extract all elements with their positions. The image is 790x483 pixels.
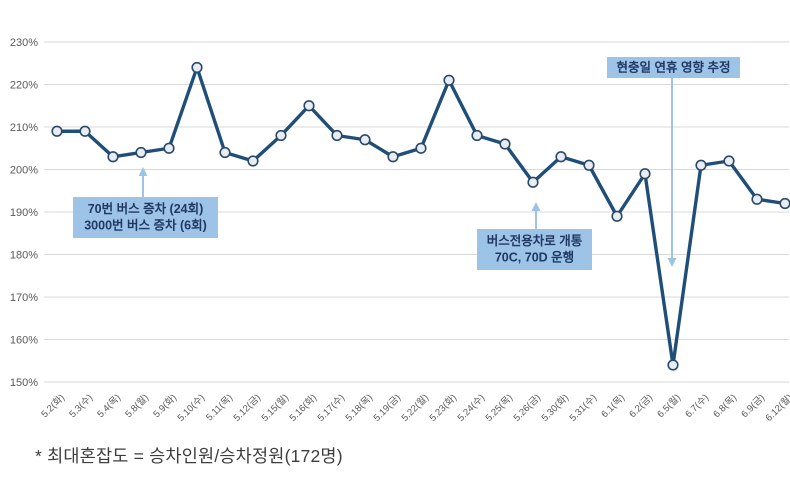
data-point xyxy=(79,125,91,137)
data-point xyxy=(219,146,231,159)
annotation-text: 70C, 70D 운행 xyxy=(495,250,574,265)
y-axis-tick-label: 180% xyxy=(10,250,38,262)
x-axis-label: 5.19(금) xyxy=(372,392,404,424)
data-point xyxy=(191,61,203,74)
y-axis-tick-label: 230% xyxy=(10,37,38,49)
x-axis-label: 5.26(금) xyxy=(512,392,544,424)
data-point xyxy=(443,74,455,86)
x-axis-label: 5.3(수) xyxy=(67,392,95,420)
x-axis-labels: 5.2(화) 5.3(수) 5.4(목) 5.8(월) 5.9(화)5.10(수)5.1… xyxy=(39,392,790,424)
data-point xyxy=(555,151,567,163)
max-congestion-line-chart: 150% 160% 170% 180% 190% 200% 210% 220% 230% 5.2(… xyxy=(10,37,790,424)
x-axis-label: 5.31(수) xyxy=(568,392,600,424)
x-axis-label: 5.15(월) xyxy=(259,392,291,424)
data-point xyxy=(611,210,623,222)
x-axis-label: 5.23(화) xyxy=(428,392,460,424)
x-axis-label: 5.18(목) xyxy=(344,392,376,424)
data-point xyxy=(107,151,119,163)
x-axis-label: 6.12(월) xyxy=(763,392,790,424)
annotation-text: 현충일 연휴 영향 추정 xyxy=(617,59,731,74)
x-axis-label: 5.30(화) xyxy=(540,392,572,424)
data-point xyxy=(499,138,511,150)
y-axis-labels: 150% 160% 170% 180% 190% 200% 210% 220% 230% xyxy=(10,37,38,389)
data-point xyxy=(135,146,147,159)
y-axis-tick-label: 220% xyxy=(10,80,38,92)
annotation-text: 70번 버스 증차 (24회) xyxy=(88,201,204,216)
data-point xyxy=(275,129,287,142)
data-point xyxy=(639,168,651,180)
y-axis-tick-label: 170% xyxy=(10,292,38,304)
x-axis-label: 5.16(화) xyxy=(288,392,320,424)
y-axis-tick-label: 160% xyxy=(10,335,38,347)
annotation-text: 버스전용차로 개통 xyxy=(487,233,583,248)
data-point xyxy=(527,176,539,188)
y-axis-tick-label: 210% xyxy=(10,122,38,134)
x-axis-label: 5.4(목) xyxy=(95,392,123,420)
x-axis-label: 5.10(수) xyxy=(176,392,208,424)
annotation-bus-lane-opening: 버스전용차로 개통 70C, 70D 운행 xyxy=(477,202,592,270)
x-axis-label: 5.22(월) xyxy=(399,392,431,424)
footnote: * 최대혼잡도 = 승차인원/승차정원(172명) xyxy=(35,446,343,466)
data-point xyxy=(415,142,427,154)
data-points xyxy=(51,61,790,371)
annotation-box xyxy=(607,57,740,78)
annotation-holiday-effect: 현충일 연휴 영향 추정 xyxy=(607,57,740,267)
annotation-box xyxy=(73,197,218,238)
data-point xyxy=(583,159,595,171)
data-point xyxy=(779,197,790,210)
data-point xyxy=(471,129,483,142)
annotation-arrow-head xyxy=(667,258,677,267)
annotation-bus-increase: 70번 버스 증차 (24회) 3000번 버스 증차 (6회) xyxy=(73,167,218,238)
data-point xyxy=(51,125,63,137)
annotation-arrow-head xyxy=(138,167,148,176)
x-axis-label: 5.11(목) xyxy=(204,392,235,423)
x-axis-label: 6.1(목) xyxy=(599,392,627,420)
x-axis-label: 6.2(금) xyxy=(627,392,655,420)
x-axis-label: 6.8(목) xyxy=(711,392,739,420)
data-point xyxy=(387,151,399,163)
data-point xyxy=(331,129,343,142)
y-axis-tick-label: 200% xyxy=(10,165,38,177)
data-point xyxy=(751,193,763,205)
x-axis-label: 5.8(월) xyxy=(123,392,151,420)
x-axis-label: 5.17(수) xyxy=(316,392,348,424)
annotation-text: 3000번 버스 증차 (6회) xyxy=(84,218,207,233)
data-point xyxy=(163,142,175,154)
x-axis-label: 5.25(목) xyxy=(484,392,516,424)
annotation-box xyxy=(477,229,592,270)
x-axis-label: 5.24(수) xyxy=(456,392,488,424)
annotation-arrow-head xyxy=(531,202,541,211)
data-point xyxy=(667,359,679,371)
data-point xyxy=(359,134,371,146)
x-axis-label: 5.12(금) xyxy=(232,392,264,424)
y-axis-tick-label: 150% xyxy=(10,377,38,389)
data-point xyxy=(303,100,315,112)
x-axis-label: 5.2(화) xyxy=(39,392,67,420)
data-point xyxy=(695,159,707,171)
x-axis-label: 6.5(월) xyxy=(655,392,683,420)
y-axis-tick-label: 190% xyxy=(10,207,38,219)
data-point xyxy=(723,155,735,167)
x-axis-label: 6.7(수) xyxy=(683,392,711,420)
data-point xyxy=(247,155,259,167)
